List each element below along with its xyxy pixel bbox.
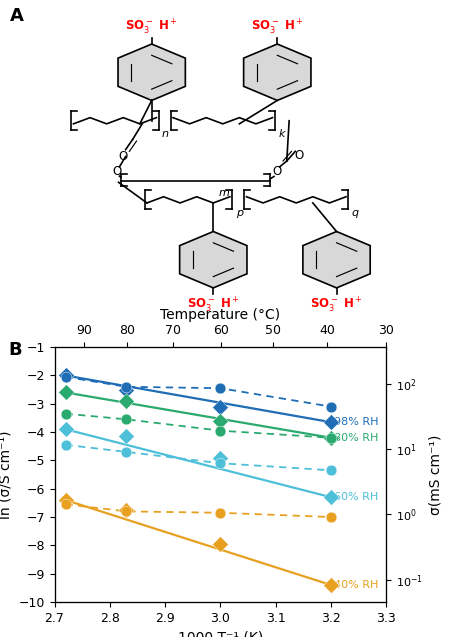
Point xyxy=(123,396,130,406)
Text: O: O xyxy=(112,166,122,178)
Point xyxy=(327,401,335,412)
Point xyxy=(62,372,69,382)
Text: m: m xyxy=(219,188,229,198)
Text: ⟨: ⟨ xyxy=(67,120,68,121)
Point xyxy=(123,505,130,515)
Text: k: k xyxy=(278,129,285,139)
Text: 60% RH: 60% RH xyxy=(334,492,378,502)
X-axis label: Temperature (°C): Temperature (°C) xyxy=(160,308,281,322)
Y-axis label: ln (σ/S cm⁻¹): ln (σ/S cm⁻¹) xyxy=(0,431,13,519)
Point xyxy=(217,539,224,549)
Point xyxy=(123,506,130,517)
X-axis label: 1000 T⁻¹ (K): 1000 T⁻¹ (K) xyxy=(178,630,263,637)
Polygon shape xyxy=(303,231,370,288)
Point xyxy=(327,580,335,590)
Text: 98% RH: 98% RH xyxy=(334,417,378,427)
Point xyxy=(123,431,130,441)
Point xyxy=(217,416,224,426)
Text: O: O xyxy=(294,149,303,162)
Point xyxy=(62,440,69,450)
Point xyxy=(327,433,335,443)
Text: SO$_3^-$ H$^+$: SO$_3^-$ H$^+$ xyxy=(125,18,178,36)
Text: 40% RH: 40% RH xyxy=(334,580,378,590)
Text: p: p xyxy=(236,208,243,218)
Point xyxy=(123,447,130,457)
Text: SO$_3^-$ H$^+$: SO$_3^-$ H$^+$ xyxy=(187,296,240,314)
Point xyxy=(327,512,335,522)
Point xyxy=(327,417,335,427)
Point xyxy=(123,385,130,395)
Text: O: O xyxy=(273,166,282,178)
Point xyxy=(62,499,69,510)
Text: SO$_3^-$ H$^+$: SO$_3^-$ H$^+$ xyxy=(310,296,363,314)
Point xyxy=(62,495,69,505)
Point xyxy=(62,408,69,419)
Point xyxy=(327,492,335,503)
Point xyxy=(217,401,224,412)
Text: n: n xyxy=(162,129,169,139)
Y-axis label: σ(mS cm⁻¹): σ(mS cm⁻¹) xyxy=(428,434,443,515)
Point xyxy=(62,370,69,380)
Point xyxy=(217,458,224,468)
Point xyxy=(327,433,335,443)
Text: B: B xyxy=(9,341,22,359)
Point xyxy=(62,424,69,434)
Point xyxy=(327,465,335,475)
Point xyxy=(217,508,224,518)
Polygon shape xyxy=(180,231,247,288)
Polygon shape xyxy=(118,44,185,101)
Text: O: O xyxy=(118,150,128,163)
Point xyxy=(217,452,224,462)
Point xyxy=(217,383,224,393)
Point xyxy=(123,414,130,424)
Text: q: q xyxy=(352,208,359,218)
Text: SO$_3^-$ H$^+$: SO$_3^-$ H$^+$ xyxy=(251,18,304,36)
Text: A: A xyxy=(9,7,23,25)
Text: 80% RH: 80% RH xyxy=(334,433,378,443)
Polygon shape xyxy=(244,44,311,101)
Point xyxy=(217,426,224,436)
Point xyxy=(62,387,69,397)
Point xyxy=(123,382,130,392)
